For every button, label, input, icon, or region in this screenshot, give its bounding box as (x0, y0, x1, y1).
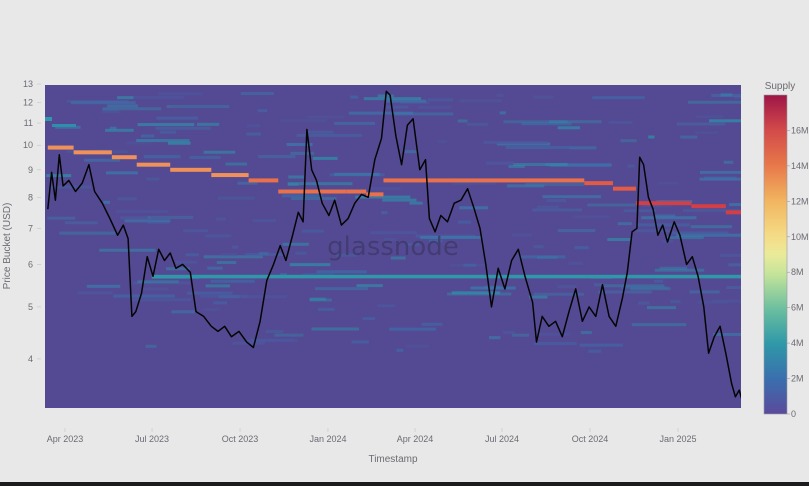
price-line (47, 90, 741, 400)
x-tick-label: Jan 2025 (659, 434, 696, 444)
colorbar-tick-label: 6M (791, 303, 804, 313)
heatmap-cells (45, 92, 741, 353)
dominant-supply-band (691, 204, 726, 209)
y-tick-label: 4 (28, 354, 33, 364)
watermark-logo: glassnode (327, 232, 459, 262)
dominant-supply-band (725, 210, 741, 215)
secondary-supply-band (152, 274, 741, 279)
dominant-supply-band (383, 178, 585, 183)
dominant-supply-band (73, 150, 112, 155)
dominant-supply-band (278, 189, 347, 194)
y-tick-label: 11 (24, 118, 33, 128)
y-axis-title: Price Bucket (USD) (2, 203, 13, 290)
x-tick-label: Jan 2024 (309, 434, 346, 444)
colorbar-title: Supply (765, 81, 796, 92)
dominant-supply-band (612, 186, 636, 191)
x-tick-label: Oct 2024 (572, 434, 609, 444)
colorbar-tick-label: 0 (791, 409, 796, 419)
colorbar-tick-label: 8M (791, 267, 804, 277)
x-tick-label: Jul 2023 (135, 434, 169, 444)
x-axis-title: Timestamp (368, 454, 418, 465)
y-tick-label: 12 (23, 98, 33, 108)
plot-area (45, 85, 741, 408)
dominant-supply-band (248, 178, 279, 183)
colorbar-tick-label: 12M (791, 196, 809, 206)
dominant-supply-band (584, 181, 613, 186)
dominant-supply-band (47, 145, 74, 150)
y-tick-label: 9 (28, 165, 33, 175)
x-tick-label: Jul 2024 (485, 434, 519, 444)
colorbar-tick-label: 10M (791, 232, 809, 242)
y-axis: 4 5 6 7 8 9 10 11 12 13 (23, 79, 41, 364)
footer-bar (0, 482, 809, 486)
y-tick-label: 5 (28, 302, 33, 312)
x-tick-label: Oct 2023 (222, 434, 259, 444)
dominant-supply-band (346, 189, 367, 194)
y-tick-label: 13 (23, 79, 33, 89)
colorbar-tick-label: 2M (791, 374, 804, 384)
colorbar-tick-label: 16M (791, 125, 809, 135)
dominant-supply-band (211, 173, 249, 178)
colorbar-tick-label: 14M (791, 161, 809, 171)
dominant-supply-band (366, 192, 384, 197)
y-tick-label: 7 (28, 223, 33, 233)
x-axis: Apr 2023 Jul 2023 Oct 2023 Jan 2024 Apr 2024… (47, 428, 697, 444)
colorbar-tick-label: 4M (791, 338, 804, 348)
y-tick-label: 6 (28, 259, 33, 269)
y-tick-label: 10 (23, 140, 33, 150)
dominant-supply-band (111, 155, 137, 160)
dominant-supply-band (635, 201, 692, 206)
x-tick-label: Apr 2023 (47, 434, 84, 444)
dominant-supply-band (170, 167, 212, 172)
x-tick-label: Apr 2024 (397, 434, 434, 444)
y-tick-label: 8 (28, 192, 33, 202)
dominant-supply-band (136, 162, 171, 167)
colorbar (763, 94, 788, 415)
colorbar-ticks: 0 2M 4M 6M 8M 10M 12M 14M 16M (787, 125, 809, 419)
